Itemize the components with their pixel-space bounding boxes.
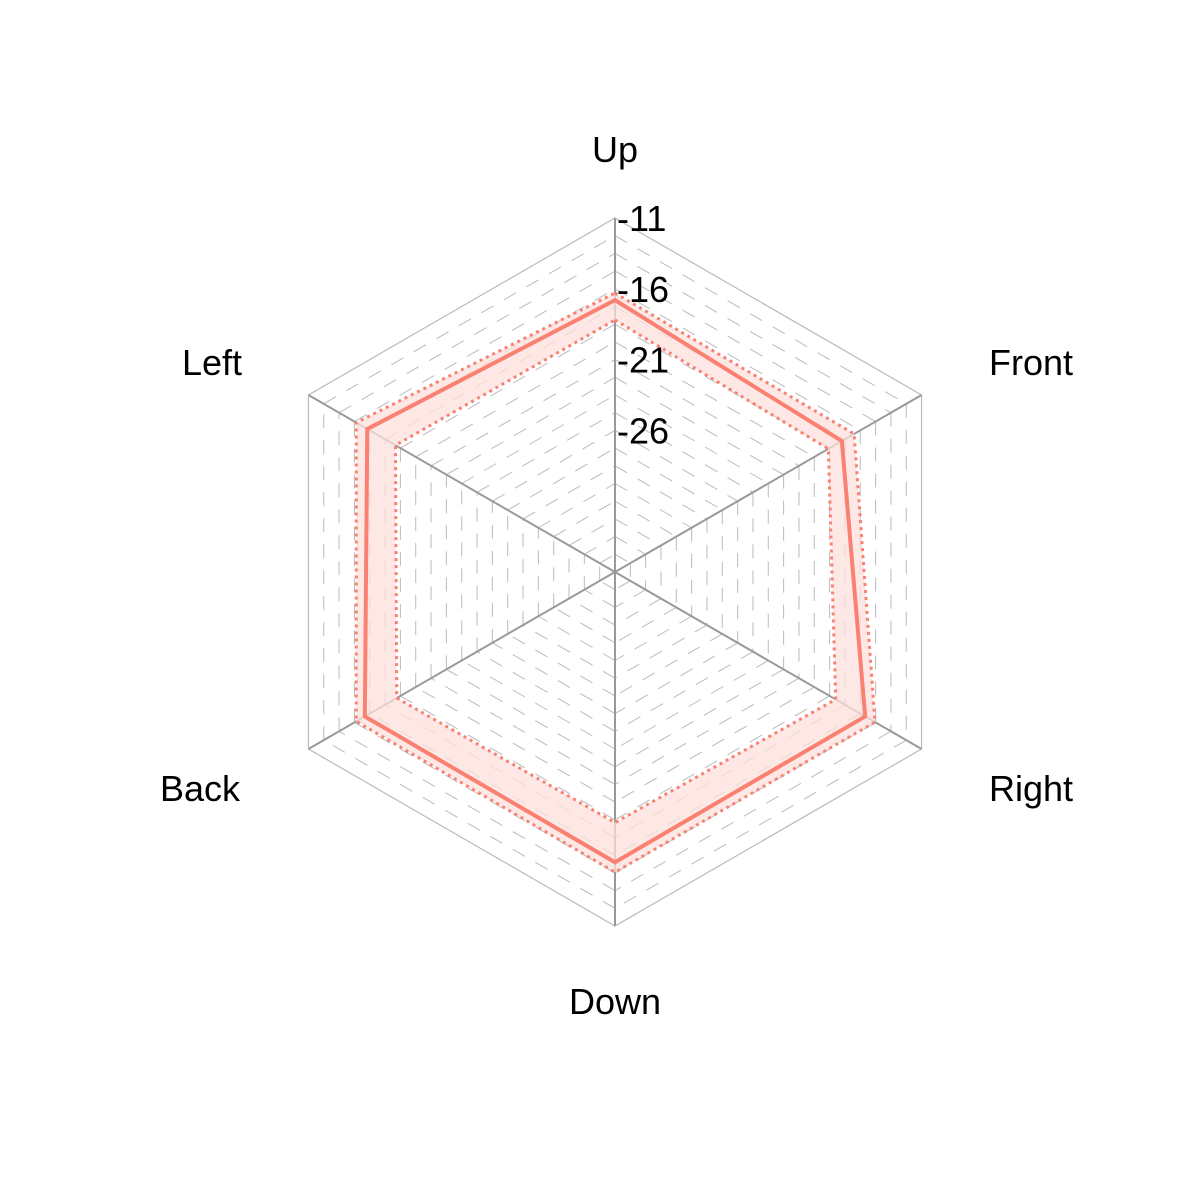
- grid-dash-line: [446, 668, 616, 768]
- grid-dash-line: [568, 518, 616, 546]
- grid-dash-line: [614, 252, 892, 414]
- grid-dash-line: [614, 651, 754, 732]
- grid-dash-line: [415, 686, 616, 803]
- grid-dash-line: [614, 235, 907, 405]
- grid-dash-line: [614, 341, 815, 458]
- grid-dash-line: [568, 598, 616, 626]
- grid-dash-line: [614, 580, 631, 591]
- grid-dash-line: [614, 500, 677, 538]
- axis-labels: Up Front Right Down Back Left: [160, 129, 1073, 1022]
- grid-dash-line: [323, 739, 616, 909]
- grid-dash-line: [614, 412, 754, 493]
- grid-dash-line: [338, 730, 616, 892]
- axis-label-back: Back: [160, 768, 241, 809]
- grid-dash-line: [492, 429, 616, 502]
- tick-label: -21: [617, 340, 669, 381]
- grid-dash-line: [614, 633, 723, 697]
- grid-dash-line: [522, 624, 616, 679]
- grid-dash-line: [614, 359, 800, 467]
- grid-dash-line: [614, 677, 800, 785]
- grid-dash-line: [584, 589, 616, 608]
- grid-dash-line: [538, 483, 616, 529]
- grid-dash-line: [446, 376, 616, 476]
- axis-label-front: Front: [989, 342, 1073, 383]
- grid-dash-line: [614, 518, 662, 546]
- axis-label-right: Right: [989, 768, 1073, 809]
- axis-label-up: Up: [592, 129, 638, 170]
- grid-dash-line: [614, 624, 708, 679]
- grid-dash-line: [614, 686, 815, 803]
- grid-dash-line: [614, 288, 861, 431]
- radar-grid: [307, 217, 923, 927]
- tick-labels: -11 -16 -21 -26: [617, 198, 669, 451]
- grid-dash-line: [338, 252, 616, 414]
- grid-dash-line: [614, 589, 646, 608]
- grid-dash-line: [476, 651, 616, 732]
- grid-dash-line: [614, 483, 692, 529]
- grid-dash-line: [599, 553, 616, 564]
- grid-dash-line: [614, 376, 784, 476]
- grid-dash-line: [476, 412, 616, 493]
- tick-label: -16: [617, 269, 669, 310]
- grid-dash-line: [522, 465, 616, 520]
- grid-dash-line: [614, 447, 723, 511]
- grid-dash-line: [614, 553, 631, 564]
- series-lines: [354, 291, 877, 874]
- grid-dash-line: [614, 739, 907, 909]
- axis-label-left: Left: [182, 342, 242, 383]
- grid-dash-line: [614, 598, 662, 626]
- tick-label: -26: [617, 410, 669, 451]
- grid-dash-line: [461, 660, 616, 750]
- grid-dash-line: [614, 730, 892, 892]
- grid-dash-line: [584, 536, 616, 555]
- axis-label-down: Down: [569, 981, 661, 1022]
- grid-dash-line: [507, 633, 616, 697]
- grid-dash-line: [614, 668, 784, 768]
- grid-dash-line: [415, 341, 616, 458]
- grid-dash-line: [553, 500, 616, 538]
- tick-label: -11: [617, 198, 666, 239]
- grid-dash-line: [614, 615, 692, 661]
- grid-dash-line: [430, 359, 616, 467]
- grid-dash-line: [507, 447, 616, 511]
- grid-dash-line: [614, 465, 708, 520]
- grid-dash-line: [430, 677, 616, 785]
- grid-dash-line: [614, 642, 738, 715]
- grid-dash-line: [614, 536, 646, 555]
- grid-dash-line: [553, 606, 616, 644]
- grid-dash-line: [461, 394, 616, 484]
- grid-dash-line: [599, 580, 616, 591]
- grid-dash-line: [538, 615, 616, 661]
- grid-dash-line: [323, 235, 616, 405]
- grid-dash-line: [614, 606, 677, 644]
- spoke-front: [614, 394, 923, 573]
- grid-dash-line: [614, 660, 769, 750]
- grid-dash-line: [614, 394, 769, 484]
- grid-dash-line: [492, 642, 616, 715]
